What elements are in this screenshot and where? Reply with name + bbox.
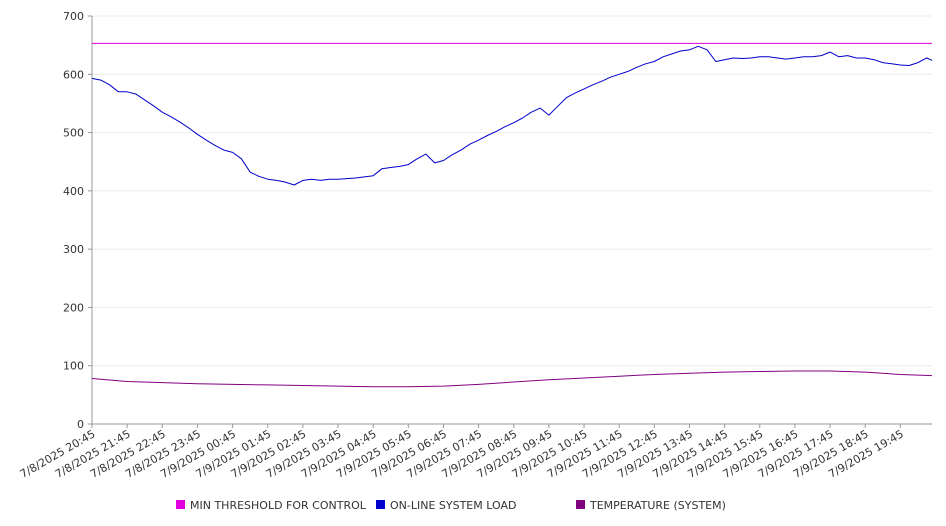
y-tick-label: 600 bbox=[63, 68, 84, 81]
legend-label: MIN THRESHOLD FOR CONTROL bbox=[190, 499, 367, 512]
y-tick-label: 300 bbox=[63, 243, 84, 256]
y-tick-label: 200 bbox=[63, 301, 84, 314]
legend-swatch bbox=[576, 500, 585, 509]
legend-swatch bbox=[176, 500, 185, 509]
gridlines bbox=[92, 15, 932, 367]
legend: MIN THRESHOLD FOR CONTROL ON-LINE SYSTEM … bbox=[176, 499, 726, 512]
x-tick-labels: 7/8/2025 20:457/8/2025 21:457/8/2025 22:… bbox=[18, 427, 906, 481]
y-tick-labels: 0 100 200 300 400 500 600 700 bbox=[63, 10, 84, 431]
legend-label: TEMPERATURE (SYSTEM) bbox=[589, 499, 726, 512]
y-tick-label: 400 bbox=[63, 185, 84, 198]
legend-label: ON-LINE SYSTEM LOAD bbox=[390, 499, 516, 512]
axes bbox=[88, 15, 932, 428]
y-tick-label: 0 bbox=[77, 418, 84, 431]
y-tick-label: 500 bbox=[63, 127, 84, 140]
series-lines bbox=[91, 42, 933, 388]
series-line-temperature-system bbox=[91, 370, 933, 388]
y-tick-label: 100 bbox=[63, 360, 84, 373]
legend-swatch bbox=[376, 500, 385, 509]
series-line-on-line-system-load bbox=[91, 45, 933, 186]
y-tick-label: 700 bbox=[63, 10, 84, 23]
